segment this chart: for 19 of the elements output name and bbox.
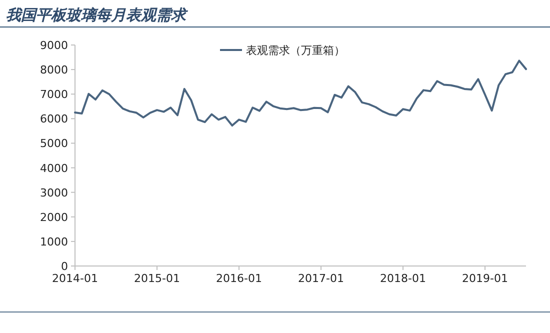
x-tick-label: 2014-01	[52, 272, 98, 285]
x-tick-label: 2018-01	[380, 272, 426, 285]
y-tick-label: 2000	[40, 210, 68, 224]
y-tick-label: 9000	[40, 39, 68, 52]
y-tick-label: 0	[61, 260, 68, 273]
y-tick-label: 3000	[40, 186, 68, 200]
y-tick-label: 5000	[40, 137, 68, 150]
chart-title: 我国平板玻璃每月表观需求	[6, 6, 189, 24]
x-tick-label: 2017-01	[298, 272, 344, 285]
x-tick-label: 2019-01	[462, 272, 508, 285]
y-tick-label: 1000	[40, 235, 68, 248]
legend-label: 表观需求（万重箱）	[246, 44, 345, 57]
y-tick-label: 4000	[40, 162, 68, 175]
line-series	[74, 60, 527, 127]
x-tick-label: 2015-01	[134, 272, 180, 285]
y-tick-label: 7000	[40, 88, 68, 102]
y-tick-label: 8000	[40, 64, 68, 77]
x-tick-label: 2016-01	[216, 272, 262, 285]
y-tick-label: 6000	[40, 112, 68, 126]
